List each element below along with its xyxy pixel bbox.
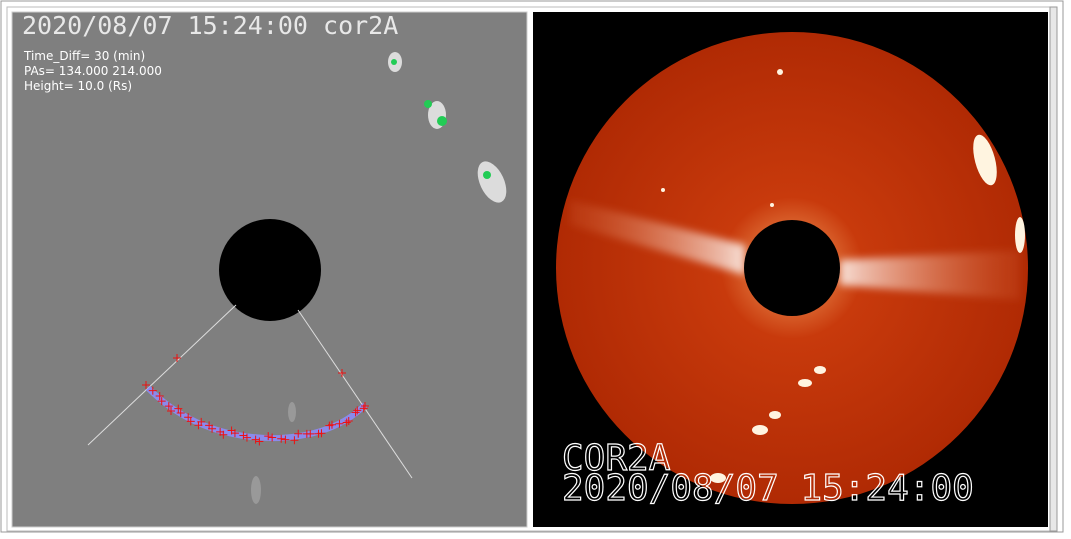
- front-point: [255, 437, 264, 446]
- front-point: [361, 402, 369, 410]
- occulter: [219, 219, 321, 321]
- front-point: [197, 417, 206, 426]
- front-point: [290, 436, 299, 445]
- front-point: [157, 397, 166, 406]
- info-line: Time_Diff= 30 (min): [23, 49, 145, 63]
- front-points: [142, 354, 369, 446]
- front-point: [142, 381, 150, 389]
- front-point: [251, 435, 260, 444]
- occulter: [744, 220, 840, 316]
- image-title: 2020/08/07 15:24:00 cor2A: [22, 11, 398, 40]
- front-point: [281, 435, 290, 444]
- front-point: [277, 434, 286, 443]
- streamers: [570, 200, 1020, 300]
- stars: [661, 69, 1025, 483]
- info-line: PAs= 134.000 214.000: [24, 64, 162, 78]
- front-point: [186, 417, 195, 426]
- front-point: [167, 406, 176, 415]
- front-point: [335, 419, 344, 428]
- front-point: [351, 408, 360, 417]
- front-point: [268, 433, 277, 442]
- front-point: [219, 430, 228, 439]
- front-point: [327, 420, 336, 429]
- instrument-label: COR2A: [562, 438, 671, 479]
- front-point: [184, 413, 193, 422]
- front-point: [173, 354, 181, 362]
- pa-line: [87, 304, 237, 446]
- scrollbar[interactable]: [1049, 6, 1058, 532]
- left-panel: 2020/08/07 15:24:00 cor2A Time_Diff= 30 …: [11, 11, 528, 528]
- green-markers: [391, 59, 491, 179]
- front-point: [176, 409, 185, 418]
- front-point: [338, 369, 346, 377]
- front-point: [242, 433, 251, 442]
- right-panel: COR2A 2020/08/07 15:24:00: [533, 12, 1048, 527]
- front-point: [306, 429, 315, 438]
- front-point: [264, 432, 273, 441]
- front-point: [294, 429, 303, 438]
- front-point: [230, 429, 239, 438]
- front-point: [344, 417, 353, 426]
- front-point: [208, 424, 217, 433]
- front-point: [164, 402, 173, 411]
- pa-line: [297, 309, 413, 479]
- front-point: [317, 429, 326, 438]
- timestamp-label: 2020/08/07 15:24:00: [562, 468, 974, 509]
- front-point: [148, 386, 157, 395]
- front-point: [174, 404, 183, 413]
- front-point: [155, 391, 164, 400]
- info-line: Height= 10.0 (Rs): [24, 79, 132, 93]
- front-point: [353, 406, 362, 415]
- front-point: [342, 418, 351, 427]
